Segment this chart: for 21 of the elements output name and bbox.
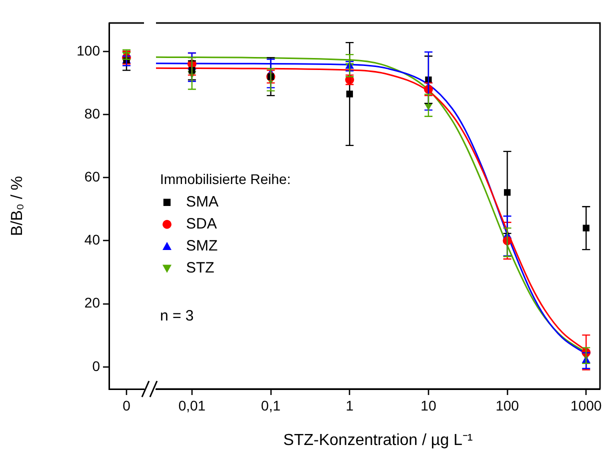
legend-label: SDA bbox=[186, 216, 217, 233]
x-tick-label: 1 bbox=[346, 397, 354, 414]
legend-label: SMA bbox=[186, 194, 219, 211]
legend-label: STZ bbox=[186, 260, 214, 277]
x-axis-title: STZ-Konzentration / µg L⁻¹ bbox=[283, 432, 473, 449]
y-tick-label: 60 bbox=[84, 168, 100, 184]
x-tick-label: 0,1 bbox=[261, 397, 281, 414]
x-tick-label: 0,01 bbox=[178, 397, 206, 414]
y-tick-label: 100 bbox=[76, 42, 100, 58]
y-axis-title: B/B₀ / % bbox=[9, 176, 26, 236]
y-tick-label: 0 bbox=[92, 358, 100, 374]
y-tick-label: 80 bbox=[84, 105, 100, 122]
x-tick-label: 100 bbox=[496, 397, 520, 414]
y-tick-label: 40 bbox=[84, 232, 100, 248]
legend-label: SMZ bbox=[186, 238, 218, 255]
x-tick-label: 0 bbox=[122, 397, 131, 414]
x-tick-label: 1000 bbox=[570, 397, 602, 414]
y-tick-label: 20 bbox=[84, 294, 100, 311]
legend-title: Immobilisierte Reihe: bbox=[160, 171, 291, 188]
x-tick-label: 10 bbox=[420, 397, 436, 414]
annotation: n = 3 bbox=[160, 308, 194, 325]
